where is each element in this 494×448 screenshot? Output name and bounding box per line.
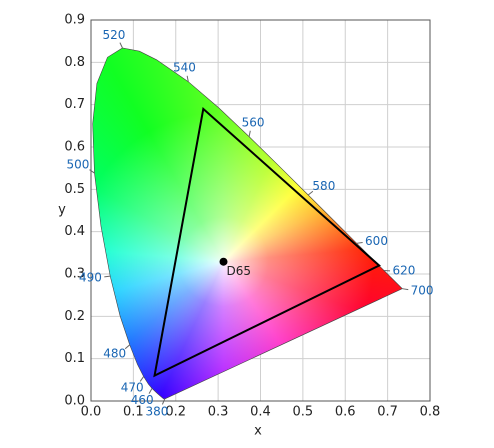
- wavelength-tick: [139, 376, 144, 382]
- white-point: [219, 257, 228, 266]
- wavelength-label: 520: [102, 28, 125, 42]
- y-tick-label: 0.4: [64, 224, 85, 239]
- y-tick-label: 0.9: [64, 13, 85, 28]
- x-tick-label: 0.3: [208, 405, 229, 420]
- y-tick-label: 0.0: [64, 394, 85, 409]
- y-tick-label: 0.2: [64, 309, 85, 324]
- x-tick-label: 0.1: [123, 405, 144, 420]
- x-tick-label: 0.7: [377, 405, 398, 420]
- wavelength-tick: [402, 288, 409, 291]
- x-axis-label: x: [254, 424, 262, 439]
- x-tick-label: 0.2: [165, 405, 186, 420]
- wavelength-label: 620: [393, 264, 416, 278]
- y-tick-label: 0.3: [64, 267, 85, 282]
- wavelength-label: 380: [145, 404, 168, 418]
- wavelength-tick: [148, 388, 153, 394]
- y-axis-label: y: [58, 203, 66, 218]
- x-tick-label: 0.5: [293, 405, 314, 420]
- y-tick-label: 0.1: [64, 351, 85, 366]
- wavelength-label: 460: [131, 393, 154, 407]
- gamut-triangle: [153, 106, 381, 378]
- wavelength-tick: [119, 42, 123, 49]
- wavelength-tick: [89, 169, 95, 174]
- x-tick-label: 0.6: [335, 405, 356, 420]
- wavelength-label: 580: [312, 179, 335, 193]
- x-tick-label: 0.0: [81, 405, 102, 420]
- wavelength-tick: [124, 344, 131, 350]
- x-tick-label: 0.4: [250, 405, 271, 420]
- wavelength-label: 540: [173, 60, 196, 74]
- y-tick-label: 0.6: [64, 140, 85, 155]
- wavelength-tick: [248, 130, 251, 137]
- wavelength-label: 490: [79, 270, 102, 284]
- y-tick-label: 0.8: [64, 55, 85, 70]
- wavelength-label: 470: [121, 381, 144, 395]
- wavelength-tick: [356, 241, 363, 244]
- plot-frame: [90, 19, 431, 402]
- y-tick-label: 0.7: [64, 97, 85, 112]
- x-tick-label: 0.8: [420, 405, 441, 420]
- wavelength-tick: [104, 275, 111, 278]
- white-point-label: D65: [227, 264, 252, 278]
- wavelength-label: 700: [411, 283, 434, 297]
- wavelength-label: 500: [67, 158, 90, 172]
- wavelength-tick: [161, 398, 166, 405]
- y-tick-label: 0.5: [64, 182, 85, 197]
- wavelength-tick: [307, 190, 314, 196]
- wavelength-tick: [186, 75, 189, 82]
- wavelength-label: 600: [365, 234, 388, 248]
- wavelength-label: 480: [103, 347, 126, 361]
- wavelength-label: 560: [242, 115, 265, 129]
